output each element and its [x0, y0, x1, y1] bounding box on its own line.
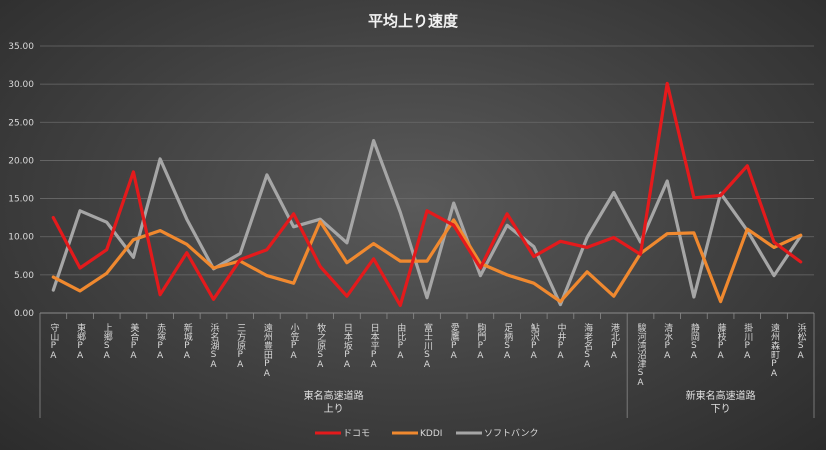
y-tick-label: 35.00 — [8, 42, 34, 52]
x-tick-label: 遠州森町PA — [769, 322, 780, 379]
chart-title: 平均上り速度 — [368, 12, 459, 30]
y-tick-label: 10.00 — [8, 233, 34, 243]
x-tick-label: 掛川PA — [742, 322, 753, 361]
x-tick-label: 浜名湖SA — [208, 323, 219, 370]
x-tick-label: 上郷SA — [102, 323, 113, 361]
y-tick-label: 20.00 — [8, 156, 34, 166]
series-line-docomo — [51, 81, 803, 307]
group-label: 新東名高速道路 — [686, 389, 756, 402]
x-tick-label: 由比PA — [395, 322, 406, 361]
y-tick-label: 0.00 — [14, 309, 34, 319]
x-tick-label: 三方原PA — [235, 323, 246, 370]
x-tick-label: 港北PA — [609, 322, 620, 361]
x-tick-label: 鮎沢PA — [529, 322, 540, 361]
x-axis: 守山PA 東郷PA 上郷SA 美合PA 赤塚PA 新城PA 浜名湖SA 三方原PA 遠州豊田PA… — [39, 312, 815, 388]
x-tick-label: 愛鷹PA — [449, 322, 460, 361]
group-sublabel: 下り — [711, 403, 731, 415]
series-line-kddi — [51, 218, 803, 304]
x-tick-label: 足柄SA — [502, 323, 513, 361]
x-tick-label: 日本坂PA — [342, 323, 353, 370]
data-series — [51, 81, 803, 307]
x-tick-label: 守山PA — [48, 322, 59, 361]
group-sublabel: 上り — [324, 403, 344, 415]
x-tick-label: 遠州豊田PA — [262, 322, 273, 379]
x-tick-label: 日本平PA — [369, 323, 380, 370]
x-tick-label: 駒門PA — [475, 322, 486, 361]
legend-label: ドコモ — [343, 429, 370, 439]
legend-label: ソフトバンク — [484, 428, 538, 439]
x-tick-label: 駿河湾沼津SA — [636, 322, 647, 388]
y-axis: 0.00 5.00 10.00 15.00 20.00 25.00 30.00 35.00 — [8, 42, 34, 319]
y-tick-label: 30.00 — [8, 80, 34, 90]
x-tick-label: 美合PA — [128, 322, 139, 361]
x-tick-label: 小笠PA — [289, 323, 300, 361]
group-label: 東名高速道路 — [304, 389, 364, 402]
x-tick-label: 静岡SA — [689, 322, 700, 361]
legend: ドコモ KDDI ソフトバンク — [315, 428, 538, 439]
series-line-softbank — [51, 139, 803, 307]
x-tick-label: 藤枝PA — [716, 322, 727, 361]
x-tick-label: 牧之原SA — [315, 322, 326, 370]
x-tick-label: 新城PA — [182, 322, 193, 361]
x-tick-label: 清水PA — [662, 322, 673, 361]
y-tick-label: 25.00 — [8, 118, 34, 128]
x-tick-label: 東郷PA — [75, 322, 86, 361]
x-tick-label: 海老名SA — [582, 322, 593, 370]
y-tick-label: 15.00 — [8, 195, 34, 205]
legend-label: KDDI — [420, 429, 442, 439]
x-tick-label: 中井PA — [555, 322, 566, 361]
x-tick-label: 富士川SA — [422, 322, 433, 370]
y-tick-label: 5.00 — [14, 271, 34, 281]
x-tick-label: 赤塚PA — [155, 323, 166, 361]
x-tick-label: 浜松SA — [796, 323, 807, 361]
